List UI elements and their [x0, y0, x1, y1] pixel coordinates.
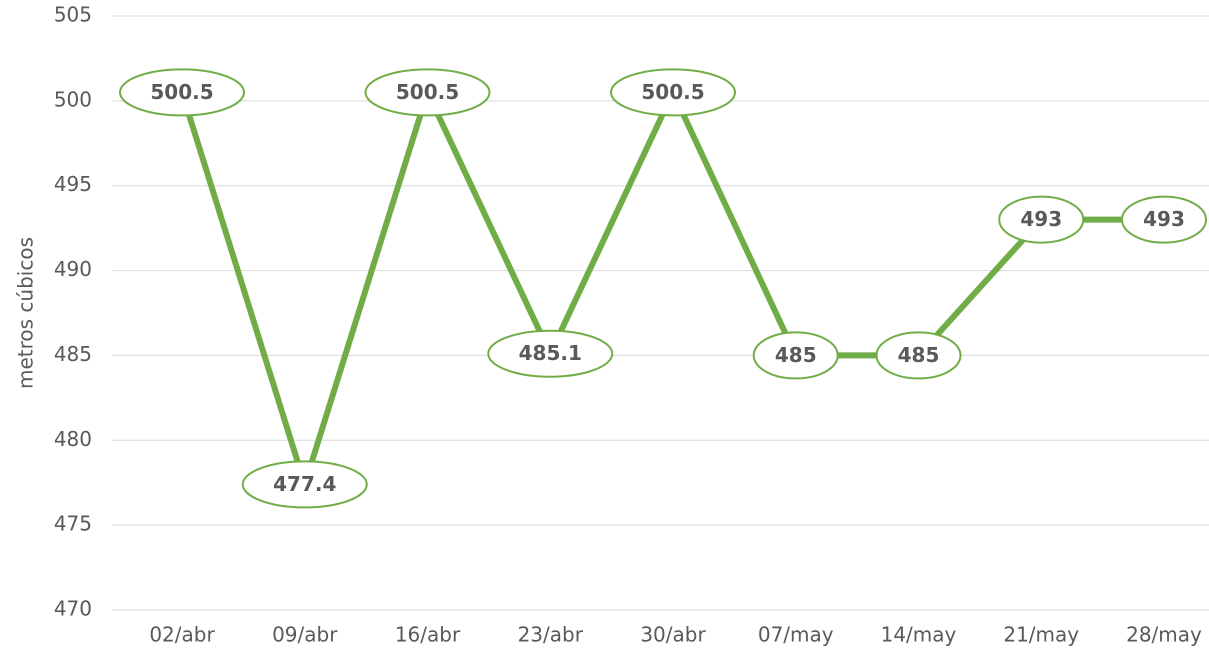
data-label-box — [1121, 195, 1207, 244]
x-tick-label: 23/abr — [518, 623, 584, 647]
data-label: 485 — [898, 343, 940, 367]
data-label-box — [610, 68, 736, 117]
y-tick-label: 495 — [54, 172, 92, 196]
x-tick-label: 02/abr — [149, 623, 215, 647]
data-label: 477.4 — [273, 472, 336, 496]
x-tick-label: 09/abr — [272, 623, 338, 647]
data-label-box — [364, 68, 491, 117]
y-axis-title: metros cúbicos — [14, 237, 38, 389]
data-label: 493 — [1143, 207, 1185, 231]
data-label-box — [241, 460, 368, 509]
data-label: 485.1 — [519, 341, 582, 365]
data-label: 500.5 — [150, 80, 213, 104]
line — [179, 89, 1164, 488]
data-label-box — [875, 331, 962, 380]
x-tick-label: 21/may — [1003, 623, 1079, 647]
data-label-box — [998, 195, 1085, 244]
y-tick-label: 475 — [54, 512, 92, 536]
y-tick-label: 500 — [54, 87, 92, 111]
data-label: 500.5 — [641, 80, 704, 104]
x-tick-label: 28/may — [1126, 623, 1202, 647]
y-tick-label: 505 — [54, 3, 92, 27]
data-label-box — [487, 329, 614, 378]
y-tick-label: 470 — [54, 597, 92, 621]
x-tick-label: 16/abr — [395, 623, 461, 647]
data-label: 485 — [775, 343, 817, 367]
y-tick-label: 490 — [54, 257, 92, 281]
data-label: 493 — [1020, 207, 1062, 231]
x-tick-label: 07/may — [758, 623, 834, 647]
y-tick-label: 485 — [54, 342, 92, 366]
x-tick-label: 14/may — [881, 623, 957, 647]
data-label-box — [752, 331, 839, 380]
data-label-box — [119, 68, 245, 117]
x-tick-label: 30/abr — [640, 623, 706, 647]
y-tick-label: 480 — [54, 427, 92, 451]
data-label: 500.5 — [396, 80, 459, 104]
